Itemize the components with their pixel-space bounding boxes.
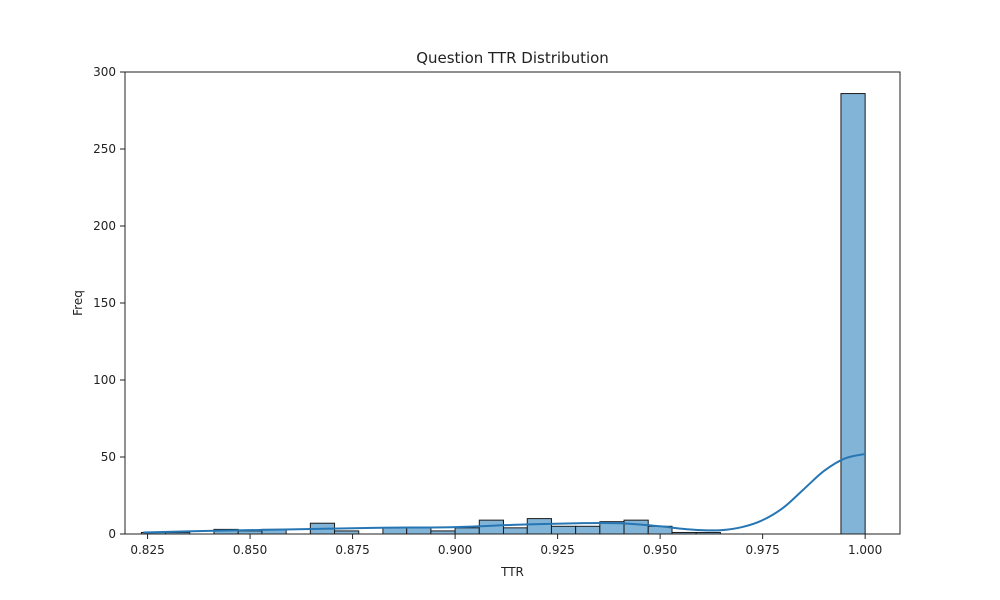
x-tick-label: 0.900 — [438, 543, 472, 557]
histogram-bar-17 — [623, 519, 649, 535]
histogram-bar-14 — [550, 525, 577, 535]
histogram-bar-13 — [526, 518, 552, 535]
histogram-bar-12 — [502, 527, 528, 535]
kde-curve — [143, 452, 866, 534]
y-tick-label: 100 — [93, 373, 116, 387]
histogram-bar-21 — [840, 93, 866, 535]
y-tick-label: 150 — [93, 296, 116, 310]
x-tick-label: 0.825 — [130, 543, 164, 557]
x-tick-label: 0.925 — [540, 543, 574, 557]
histogram-bar-7 — [382, 527, 408, 535]
y-axis-label: Freq — [71, 290, 85, 316]
plot-frame — [124, 71, 901, 535]
histogram-bar-15 — [575, 525, 601, 535]
x-tick-label: 0.850 — [233, 543, 267, 557]
x-axis-label: TTR — [500, 565, 524, 579]
x-tick-label: 1.000 — [848, 543, 882, 557]
histogram-bar-8 — [406, 527, 432, 535]
chart-title: Question TTR Distribution — [416, 49, 609, 67]
histogram-bar-10 — [454, 527, 480, 535]
y-tick-label: 300 — [93, 65, 116, 79]
x-tick-label: 0.875 — [335, 543, 369, 557]
y-tick-label: 50 — [101, 450, 116, 464]
x-tick-label: 0.975 — [745, 543, 779, 557]
y-tick-label: 0 — [108, 527, 116, 541]
y-tick-label: 200 — [93, 219, 116, 233]
x-tick-label: 0.950 — [643, 543, 677, 557]
y-tick-label: 250 — [93, 142, 116, 156]
